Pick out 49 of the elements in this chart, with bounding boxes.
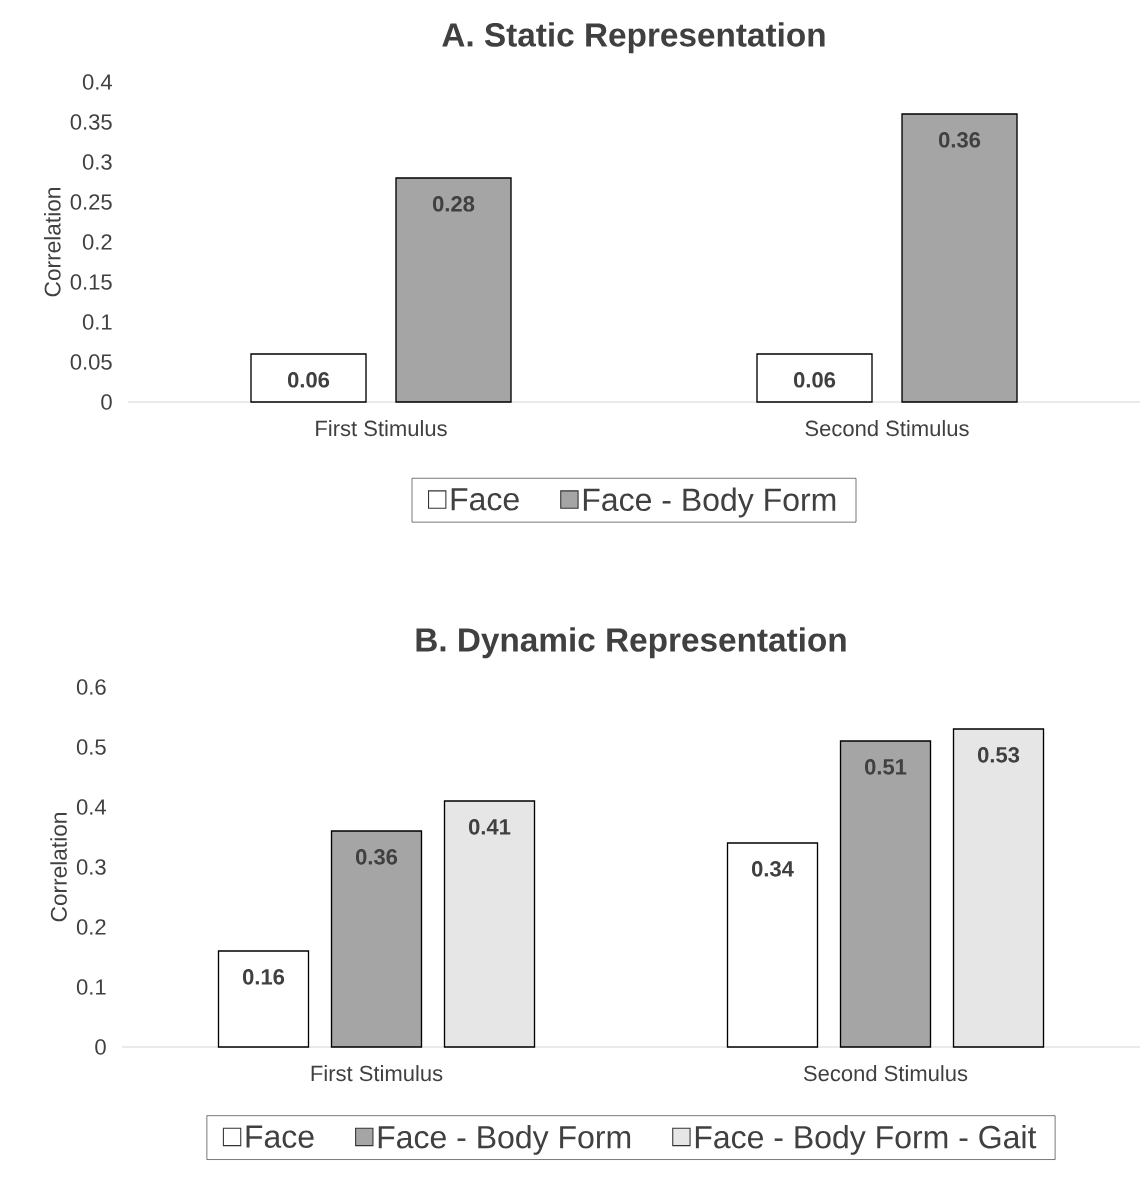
y-tick-label: 0.4 — [76, 799, 106, 815]
y-tick-label: 0.35 — [70, 114, 112, 130]
chart-title: A. Static Representation — [442, 22, 825, 54]
text: Face — [246, 1125, 314, 1148]
data-label: 0.36 — [938, 132, 981, 148]
bar — [952, 728, 1045, 1048]
x-tick-label: First Stimulus — [311, 1065, 443, 1082]
bar — [250, 353, 367, 403]
y-tick-label: 0.3 — [82, 154, 112, 170]
y-tick-label: 0.6 — [76, 679, 106, 695]
data-label: 0.28 — [432, 196, 475, 212]
data-label: 0.06 — [287, 372, 330, 388]
bar — [901, 113, 1018, 403]
y-tick-label: 0 — [95, 1039, 106, 1055]
x-tick-label: Second Stimulus — [803, 1065, 968, 1082]
data-label: 0.41 — [468, 819, 511, 835]
bar — [330, 830, 423, 1048]
y-tick-label: 0 — [101, 394, 112, 410]
data-label: 0.16 — [242, 969, 285, 985]
data-label: 0.53 — [977, 747, 1020, 763]
bar — [839, 740, 932, 1048]
y-tick-label: 0.2 — [82, 234, 112, 250]
y-tick-label: 0.4 — [82, 74, 112, 90]
data-label: 0.36 — [355, 849, 398, 865]
y-tick-label: 0.1 — [76, 979, 106, 995]
y-tick-label: 0.25 — [70, 194, 112, 210]
legend-label: Face - Body Form — [583, 487, 836, 518]
y-tick-label: 0.2 — [76, 919, 106, 935]
bar — [726, 842, 819, 1048]
y-tick-label: 0.1 — [82, 314, 112, 330]
y-axis-title: Correlation — [44, 188, 61, 297]
data-label: 0.51 — [864, 759, 907, 775]
y-tick-label: 0.15 — [70, 274, 112, 290]
bar — [217, 950, 310, 1048]
y-axis-title: Correlation — [50, 813, 67, 922]
bar — [443, 800, 536, 1048]
x-tick-label: Second Stimulus — [805, 420, 969, 437]
bar — [756, 353, 873, 403]
legend-label: Face - Body Form - Gait — [695, 1125, 1037, 1155]
legend-label: Face - Body Form — [378, 1125, 631, 1155]
y-tick-label: 0.05 — [70, 354, 112, 370]
x-tick-label: First Stimulus — [316, 420, 447, 437]
data-label: 0.34 — [751, 861, 794, 877]
data-label: 0.06 — [793, 372, 836, 388]
chart-title: B. Dynamic Representation — [416, 627, 846, 659]
y-tick-label: 0.5 — [76, 739, 106, 755]
y-tick-label: 0.3 — [76, 859, 106, 875]
bar — [395, 177, 512, 403]
text: Face — [451, 488, 519, 511]
